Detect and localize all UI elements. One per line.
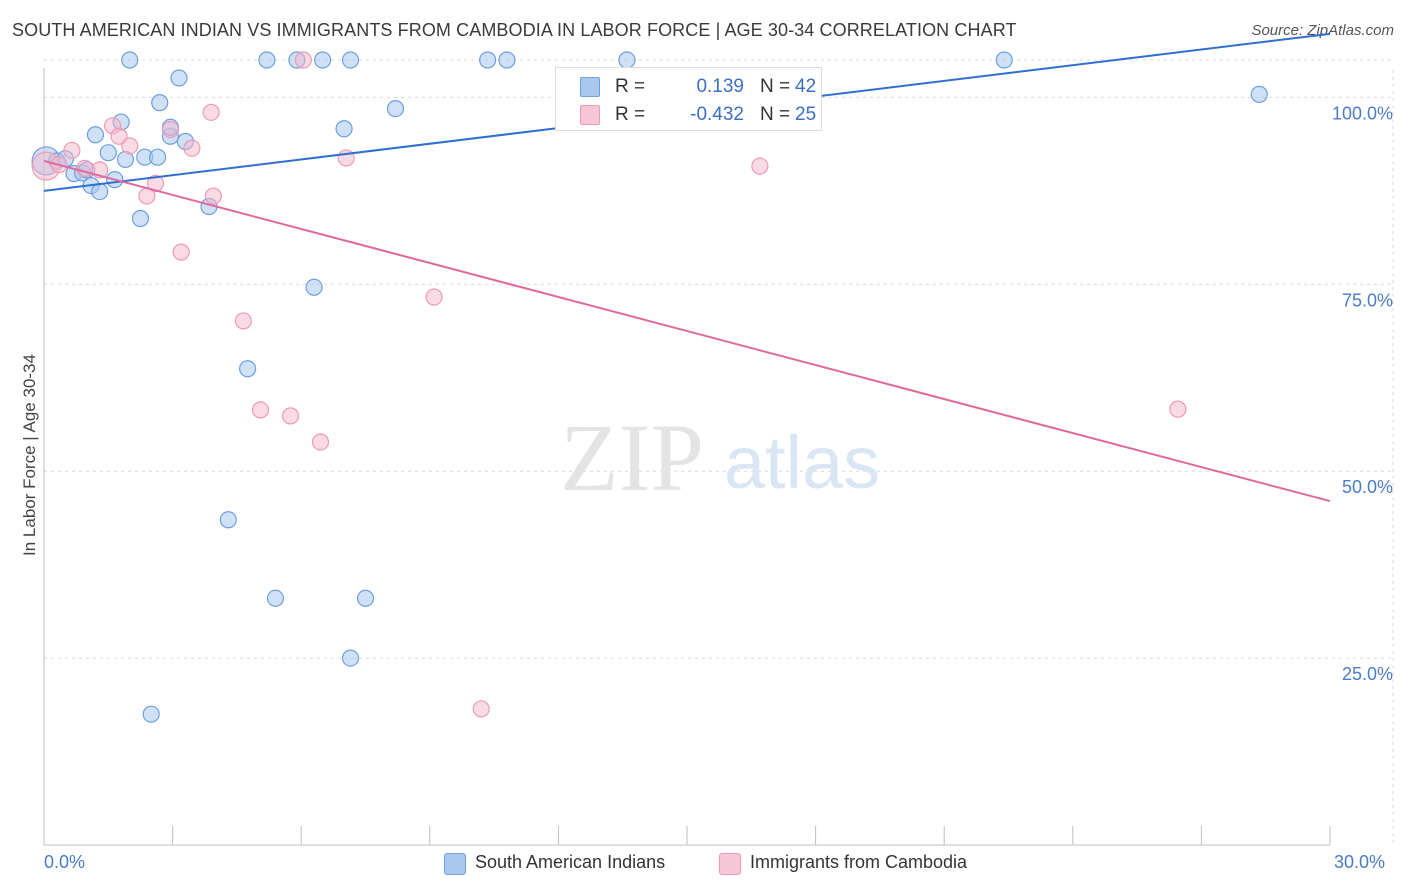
pink-point — [121, 137, 139, 155]
stats-legend: R = 0.139 N = 42 R = -0.432 N = 25 — [555, 67, 822, 131]
blue-point — [266, 589, 285, 607]
blue-point — [618, 51, 636, 69]
legend-n-label: N = — [760, 76, 791, 97]
blue-point — [356, 589, 375, 607]
blue-point — [1250, 85, 1268, 103]
blue-point — [479, 51, 497, 69]
blue-point — [386, 99, 405, 118]
y-tick-label: 25.0% — [1342, 664, 1393, 684]
legend-r-value-blue: 0.139 — [696, 76, 744, 97]
pink-point — [425, 288, 443, 306]
pink-point — [251, 401, 270, 419]
blue-point — [341, 649, 360, 667]
blue-point — [170, 69, 188, 87]
watermark-zip: ZIP — [560, 404, 704, 511]
pink-point — [110, 127, 128, 145]
blue-point — [86, 126, 105, 144]
blue-point — [91, 182, 109, 201]
pink-point — [281, 407, 300, 425]
pink-point — [202, 103, 220, 121]
pink-point — [183, 139, 201, 157]
blue-point — [258, 51, 276, 69]
legend-n-label: N = — [760, 104, 791, 125]
axes — [43, 68, 1331, 846]
blue-point — [498, 51, 516, 69]
legend-swatch-blue — [580, 77, 600, 97]
blue-point — [151, 94, 169, 112]
series-swatch-pink — [719, 853, 741, 875]
legend-swatch-pink — [580, 105, 600, 125]
series-label-pink: Immigrants from Cambodia — [750, 852, 968, 872]
blue-point — [219, 511, 237, 529]
watermark: ZIP atlas — [560, 404, 880, 511]
blue-point — [335, 120, 353, 138]
pink-point — [294, 51, 312, 69]
blue-point — [99, 144, 117, 162]
blue-point — [341, 51, 360, 69]
y-tick-labels: 100.0% 75.0% 50.0% 25.0% — [1332, 103, 1393, 684]
blue-point — [305, 278, 323, 296]
pink-point — [234, 312, 252, 330]
pink-point — [1169, 400, 1187, 418]
grid — [44, 59, 1394, 845]
legend-n-value-pink: 25 — [795, 104, 817, 125]
pink-point — [472, 700, 490, 718]
x-tick-min: 0.0% — [44, 852, 86, 872]
watermark-atlas: atlas — [724, 421, 880, 504]
blue-point — [148, 148, 167, 166]
blue-point — [121, 51, 139, 69]
pink-point — [161, 120, 180, 139]
series-label-blue: South American Indians — [475, 852, 666, 872]
source-label: Source: ZipAtlas.com — [1251, 22, 1394, 39]
x-tick-max: 30.0% — [1334, 852, 1386, 872]
legend-r-label: R = — [615, 104, 646, 125]
legend-r-label: R = — [615, 76, 646, 97]
y-tick-label: 75.0% — [1342, 290, 1393, 310]
chart-title: SOUTH AMERICAN INDIAN VS IMMIGRANTS FROM… — [12, 20, 1017, 40]
pink-point — [751, 157, 769, 175]
pink-point — [204, 187, 222, 205]
pink-point — [63, 141, 81, 160]
y-tick-label: 100.0% — [1332, 103, 1393, 123]
blue-point — [239, 360, 257, 378]
series-swatch-blue — [444, 853, 466, 875]
blue-point — [314, 51, 332, 69]
data-points — [31, 51, 1268, 723]
legend-n-value-blue: 42 — [795, 76, 817, 97]
blue-point — [995, 51, 1013, 69]
pink-point — [172, 243, 190, 261]
blue-point — [131, 209, 150, 228]
blue-point — [142, 705, 160, 723]
pink-point — [311, 433, 330, 451]
y-tick-label: 50.0% — [1342, 477, 1393, 497]
pink-trend-line — [43, 159, 1331, 503]
legend-r-value-pink: -0.432 — [690, 104, 744, 125]
